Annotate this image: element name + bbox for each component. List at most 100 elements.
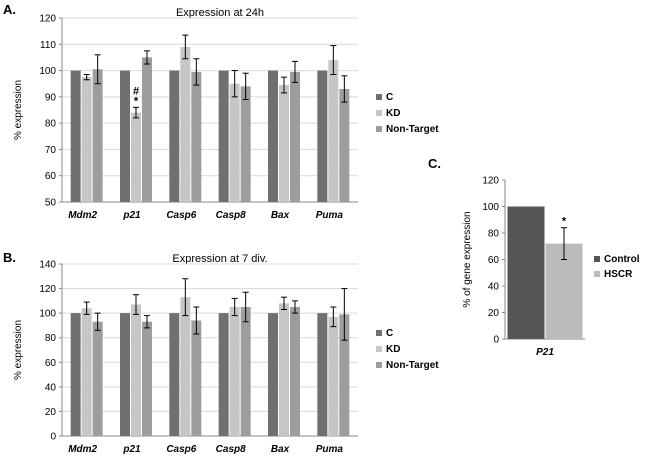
bar-mdm2-kd <box>81 77 92 202</box>
legend-swatch <box>376 330 382 336</box>
bar-puma-non-target <box>339 314 350 436</box>
chart-title: Expression at 7 div. <box>172 253 267 265</box>
y-tick-label: 110 <box>40 40 56 51</box>
y-tick-label: 80 <box>45 333 57 344</box>
chart-panel-c: C. 0 20 40 60 80 100 120 % of gene expression P21… <box>428 156 640 358</box>
bar-puma-non-target <box>339 88 350 202</box>
x-tick-label: p21 <box>122 210 141 221</box>
bar-p21-non-target <box>142 57 152 202</box>
y-axis-label: % expression <box>13 320 24 380</box>
bar-bax-kd <box>279 85 289 202</box>
bar-bax-c <box>268 70 278 202</box>
bar-casp6-kd <box>180 297 191 436</box>
y-tick-label: 20 <box>488 308 500 319</box>
panel-label: B. <box>3 250 16 265</box>
bar-casp6-non-target <box>191 320 202 436</box>
y-tick-label: 100 <box>482 202 499 213</box>
bar-puma-kd <box>328 60 339 202</box>
y-tick-label: 20 <box>45 407 57 418</box>
bar-p21-kd <box>131 112 141 202</box>
bar-casp8-kd <box>229 83 240 202</box>
y-tick-label: 0 <box>493 335 499 346</box>
bar-casp8-non-target <box>240 86 251 202</box>
bar-bax-kd <box>279 303 289 436</box>
bar-casp6-kd <box>180 46 191 202</box>
legend-label: KD <box>386 344 400 355</box>
legend-label: KD <box>386 108 400 119</box>
y-tick-label: 60 <box>488 255 500 266</box>
y-tick-label: 100 <box>39 309 56 320</box>
y-tick-label: 70 <box>45 145 57 156</box>
legend-label: C <box>386 92 393 103</box>
bar-puma-c <box>317 313 328 436</box>
panel-label: C. <box>428 156 441 171</box>
y-tick-label: 60 <box>45 171 57 182</box>
y-tick-label: 80 <box>45 119 57 130</box>
y-tick-label: 40 <box>45 382 57 393</box>
x-tick-label: Puma <box>316 210 344 221</box>
legend-label: C <box>386 328 393 339</box>
legend-label: HSCR <box>604 269 633 280</box>
x-tick-label: Casp6 <box>166 210 196 221</box>
x-tick-label: Mdm2 <box>68 210 97 221</box>
bar-casp8-non-target <box>240 307 251 436</box>
y-tick-label: 0 <box>50 432 56 443</box>
x-tick-label: Casp6 <box>166 444 196 455</box>
bar-bax-non-target <box>290 71 300 202</box>
bar-casp6-c <box>169 313 180 436</box>
y-tick-label: 120 <box>39 284 56 295</box>
y-tick-label: 80 <box>488 229 500 240</box>
bar-casp6-c <box>169 70 180 202</box>
legend-swatch <box>376 110 382 116</box>
bar-casp8-c <box>218 70 229 202</box>
bar-mdm2-non-target <box>92 321 103 436</box>
bar-p21-c <box>120 313 130 436</box>
y-tick-label: 50 <box>45 198 57 209</box>
chart-title: Expression at 24h <box>176 7 264 19</box>
y-tick-label: 120 <box>39 14 56 25</box>
y-tick-label: 140 <box>39 260 56 271</box>
legend-swatch <box>376 126 382 132</box>
bar-mdm2-non-target <box>92 69 103 202</box>
x-tick-label: Bax <box>271 444 290 455</box>
bar-bax-non-target <box>290 307 300 436</box>
bar-puma-c <box>317 70 328 202</box>
x-tick-label: Casp8 <box>216 210 246 221</box>
bar-casp6-non-target <box>191 71 202 202</box>
legend-swatch <box>594 256 600 262</box>
bar-mdm2-c <box>70 313 81 436</box>
x-tick-label: P21 <box>536 347 554 358</box>
y-tick-label: 100 <box>39 66 56 77</box>
y-axis-label: % expression <box>13 80 24 140</box>
legend-label: Non-Target <box>386 360 439 371</box>
y-tick-label: 60 <box>45 358 57 369</box>
legend-swatch <box>594 271 600 277</box>
bar-casp8-kd <box>229 307 240 436</box>
x-tick-label: Mdm2 <box>68 444 97 455</box>
y-tick-label: 120 <box>482 176 499 187</box>
y-tick-label: 90 <box>45 92 57 103</box>
chart-panel-b: B. Expression at 7 div. 0 20 40 60 80 100 120 140… <box>3 250 439 455</box>
significance-marker: # <box>133 85 139 97</box>
legend-label: Control <box>604 254 640 265</box>
bar-p21-kd <box>131 304 141 436</box>
x-tick-label: p21 <box>122 444 141 455</box>
bar-mdm2-c <box>70 70 81 202</box>
chart-panel-a: A. Expression at 24h 50 60 70 80 90 100 110 120 % … <box>3 2 439 221</box>
bar-casp8-c <box>218 313 229 436</box>
bar-p21-control <box>507 206 545 339</box>
bar-p21-c <box>120 70 130 202</box>
significance-marker: * <box>134 95 139 107</box>
x-tick-label: Casp8 <box>216 444 246 455</box>
bar-p21-non-target <box>142 321 152 436</box>
y-tick-label: 40 <box>488 282 500 293</box>
bar-mdm2-kd <box>81 308 92 436</box>
legend-swatch <box>376 362 382 368</box>
significance-marker: * <box>562 216 567 228</box>
legend-swatch <box>376 94 382 100</box>
x-tick-label: Puma <box>316 444 344 455</box>
y-axis-label: % of gene expression <box>462 211 473 307</box>
bar-puma-kd <box>328 316 339 436</box>
panel-label: A. <box>3 2 16 17</box>
